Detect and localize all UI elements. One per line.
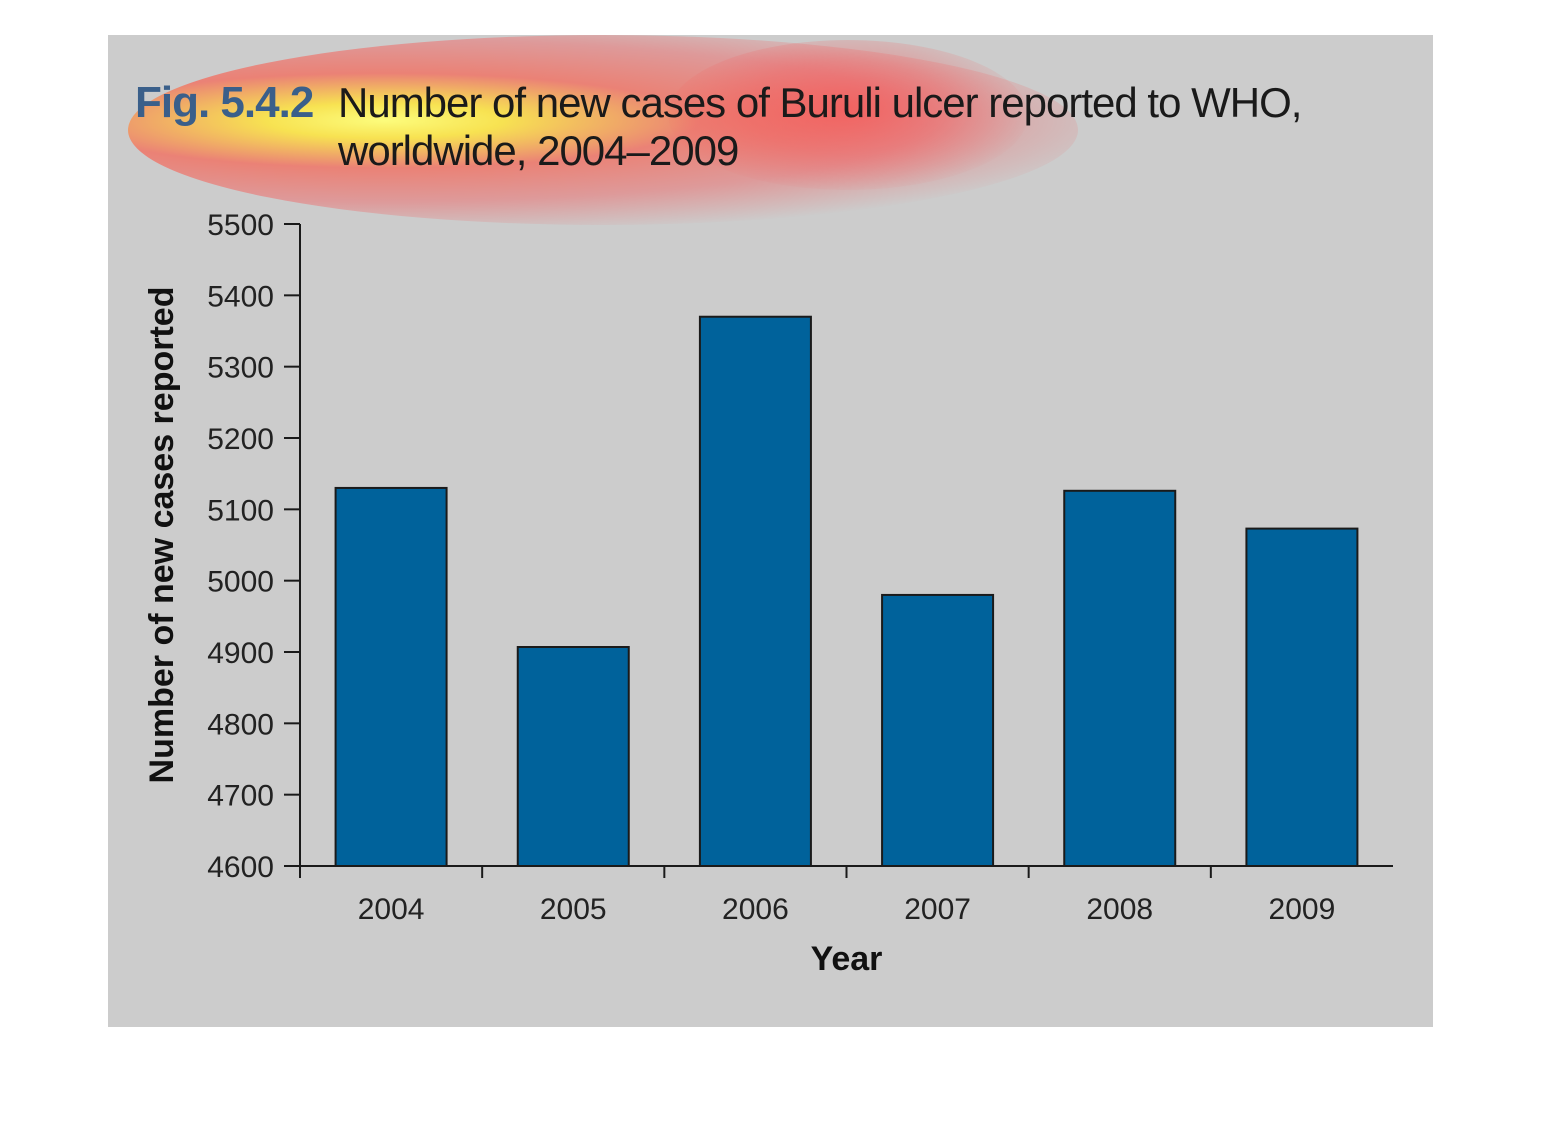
bar-2007	[881, 593, 995, 868]
bar-2004	[334, 486, 448, 867]
bars-group	[334, 315, 1359, 868]
bar-2009	[1245, 527, 1359, 867]
x-ticks-group: 2004 2005 2006 2007 2008 2009	[299, 866, 1336, 926]
y-ticks-group: 4600 4700 4800 4900 5000 5100 5200 5300 5400 5500	[207, 209, 300, 884]
x-tick-label: 2007	[904, 893, 971, 926]
x-tick-label: 2004	[358, 893, 425, 926]
x-tick-label: 2005	[540, 893, 607, 926]
x-tick-label: 2009	[1269, 893, 1336, 926]
figure-title: Number of new cases of Buruli ulcer repo…	[338, 79, 1338, 175]
y-tick-label: 5300	[207, 352, 274, 385]
x-tick-label: 2006	[722, 893, 789, 926]
figure-number: Fig. 5.4.2	[135, 78, 314, 127]
bar-2008	[1063, 489, 1177, 867]
y-axis-title: Number of new cases reported	[143, 287, 181, 784]
y-tick-label: 5200	[207, 423, 274, 456]
figure-title-line-2: worldwide, 2004–2009	[338, 127, 739, 174]
y-tick-label: 4900	[207, 637, 274, 670]
x-tick-label: 2008	[1086, 893, 1153, 926]
figure-title-line-1: Number of new cases of Buruli ulcer repo…	[338, 79, 1302, 126]
y-tick-label: 4600	[207, 851, 274, 884]
y-tick-label: 4800	[207, 708, 274, 741]
x-axis-title: Year	[811, 940, 883, 978]
y-tick-label: 5100	[207, 494, 274, 527]
y-tick-label: 5000	[207, 566, 274, 599]
bar-2005	[516, 646, 630, 867]
y-tick-label: 5500	[207, 209, 274, 242]
y-tick-label: 5400	[207, 280, 274, 313]
axes-group	[299, 224, 1393, 867]
y-tick-label: 4700	[207, 780, 274, 813]
bar-2006	[698, 315, 812, 867]
